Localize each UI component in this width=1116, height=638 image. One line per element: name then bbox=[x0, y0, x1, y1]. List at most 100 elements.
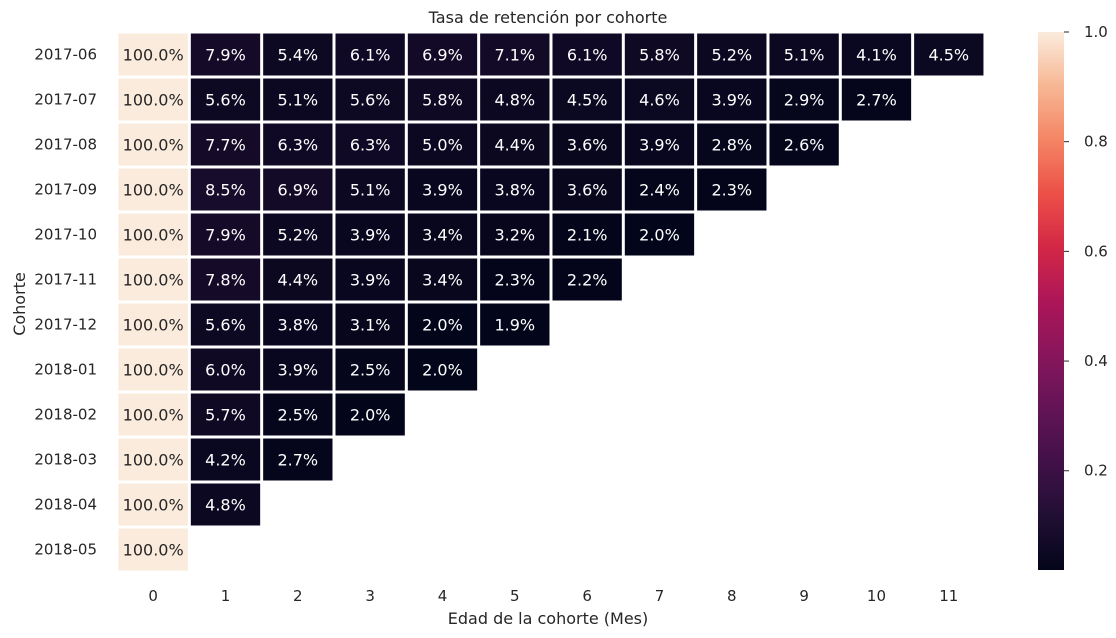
cell-label: 5.1% bbox=[784, 46, 825, 65]
cell-label: 2.7% bbox=[277, 451, 318, 470]
cell-label: 3.9% bbox=[422, 181, 463, 200]
heatmap-cell bbox=[118, 258, 188, 301]
heatmap-cell bbox=[263, 348, 333, 391]
cell-label: 2.0% bbox=[639, 226, 680, 245]
cell-label: 2.9% bbox=[784, 91, 825, 110]
x-tick-label: 7 bbox=[655, 587, 665, 605]
heatmap-cell bbox=[914, 33, 984, 76]
cell-label: 100.0% bbox=[123, 406, 184, 425]
heatmap-cell bbox=[118, 213, 188, 256]
heatmap-cell bbox=[190, 213, 261, 256]
cell-label: 100.0% bbox=[123, 181, 184, 200]
heatmap-cell bbox=[407, 33, 478, 76]
cell-label: 6.1% bbox=[567, 46, 608, 65]
heatmap-cell bbox=[407, 123, 478, 166]
x-tick-label: 6 bbox=[582, 587, 592, 605]
x-tick-label: 1 bbox=[221, 587, 231, 605]
heatmap-cell bbox=[118, 168, 188, 211]
cell-label: 5.2% bbox=[711, 46, 752, 65]
cell-label: 100.0% bbox=[123, 136, 184, 155]
heatmap-cell bbox=[480, 123, 550, 166]
y-tick-label: 2018-03 bbox=[34, 451, 97, 469]
heatmap-cell bbox=[480, 213, 550, 256]
heatmap-cell bbox=[697, 78, 767, 121]
y-tick-label: 2017-08 bbox=[34, 136, 97, 154]
cell-label: 100.0% bbox=[123, 46, 184, 65]
cell-label: 6.9% bbox=[277, 181, 318, 200]
heatmap-cell bbox=[190, 258, 261, 301]
cell-label: 4.2% bbox=[205, 451, 246, 470]
cell-label: 2.0% bbox=[422, 361, 463, 380]
cell-label: 8.5% bbox=[205, 181, 246, 200]
heatmap-cell bbox=[118, 393, 188, 436]
heatmap-cell bbox=[552, 123, 622, 166]
cell-label: 2.6% bbox=[784, 136, 825, 155]
cell-label: 3.6% bbox=[567, 181, 608, 200]
heatmap-cell bbox=[624, 213, 695, 256]
heatmap-cell bbox=[335, 33, 405, 76]
heatmap-cell bbox=[335, 258, 405, 301]
heatmap-cell bbox=[624, 168, 695, 211]
heatmap-cell bbox=[335, 168, 405, 211]
cell-label: 7.8% bbox=[205, 271, 246, 290]
heatmap-cell bbox=[697, 168, 767, 211]
cell-label: 3.8% bbox=[494, 181, 535, 200]
heatmap-cell bbox=[407, 348, 478, 391]
cell-label: 2.5% bbox=[277, 406, 318, 425]
heatmap-cell bbox=[480, 168, 550, 211]
cell-label: 5.0% bbox=[422, 136, 463, 155]
heatmap-cell bbox=[841, 33, 912, 76]
heatmap-cell bbox=[263, 393, 333, 436]
heatmap-cell bbox=[624, 33, 695, 76]
y-tick-label: 2017-07 bbox=[34, 91, 97, 109]
x-tick-label: 2 bbox=[293, 587, 303, 605]
x-axis-ticks: 0 1 2 3 4 5 6 7 8 9 10 11 bbox=[148, 587, 958, 605]
heatmap-cell bbox=[407, 78, 478, 121]
cell-label: 2.0% bbox=[350, 406, 391, 425]
heatmap-cell bbox=[118, 528, 188, 571]
cell-label: 100.0% bbox=[123, 91, 184, 110]
cell-label: 4.5% bbox=[567, 91, 608, 110]
heatmap-cell bbox=[190, 393, 261, 436]
cell-label: 100.0% bbox=[123, 361, 184, 380]
heatmap-cell bbox=[263, 303, 333, 346]
cell-label: 2.7% bbox=[856, 91, 897, 110]
heatmap-cell bbox=[480, 303, 550, 346]
heatmap-cell bbox=[552, 168, 622, 211]
cell-label: 3.9% bbox=[711, 91, 752, 110]
heatmap-cell bbox=[552, 213, 622, 256]
cell-label: 5.1% bbox=[350, 181, 391, 200]
cell-label: 6.3% bbox=[277, 136, 318, 155]
colorbar-tick-label: 0.2 bbox=[1084, 462, 1108, 480]
y-tick-label: 2018-01 bbox=[34, 361, 97, 379]
cell-label: 6.3% bbox=[350, 136, 391, 155]
heatmap-cell bbox=[263, 78, 333, 121]
heatmap-cell bbox=[118, 438, 188, 481]
x-tick-label: 10 bbox=[867, 587, 886, 605]
y-tick-label: 2017-06 bbox=[34, 46, 97, 64]
heatmap-cell bbox=[263, 258, 333, 301]
heatmap-cell bbox=[480, 258, 550, 301]
cell-label: 100.0% bbox=[123, 316, 184, 335]
cell-label: 2.3% bbox=[494, 271, 535, 290]
cell-label: 5.2% bbox=[277, 226, 318, 245]
colorbar-tick-label: 0.8 bbox=[1084, 133, 1108, 151]
heatmap-cell bbox=[624, 123, 695, 166]
cell-label: 3.9% bbox=[639, 136, 680, 155]
heatmap-cell bbox=[552, 33, 622, 76]
heatmap-cell bbox=[118, 483, 188, 526]
cell-label: 3.8% bbox=[277, 316, 318, 335]
cell-label: 5.6% bbox=[350, 91, 391, 110]
y-tick-label: 2017-12 bbox=[34, 316, 97, 334]
cell-label: 5.1% bbox=[277, 91, 318, 110]
cell-label: 3.2% bbox=[494, 226, 535, 245]
cell-label: 2.1% bbox=[567, 226, 608, 245]
x-tick-label: 0 bbox=[148, 587, 158, 605]
heatmap-cell bbox=[118, 348, 188, 391]
cell-label: 3.1% bbox=[350, 316, 391, 335]
cell-label: 3.4% bbox=[422, 271, 463, 290]
heatmap-cell bbox=[190, 123, 261, 166]
heatmap-cell bbox=[118, 123, 188, 166]
cell-label: 2.5% bbox=[350, 361, 391, 380]
